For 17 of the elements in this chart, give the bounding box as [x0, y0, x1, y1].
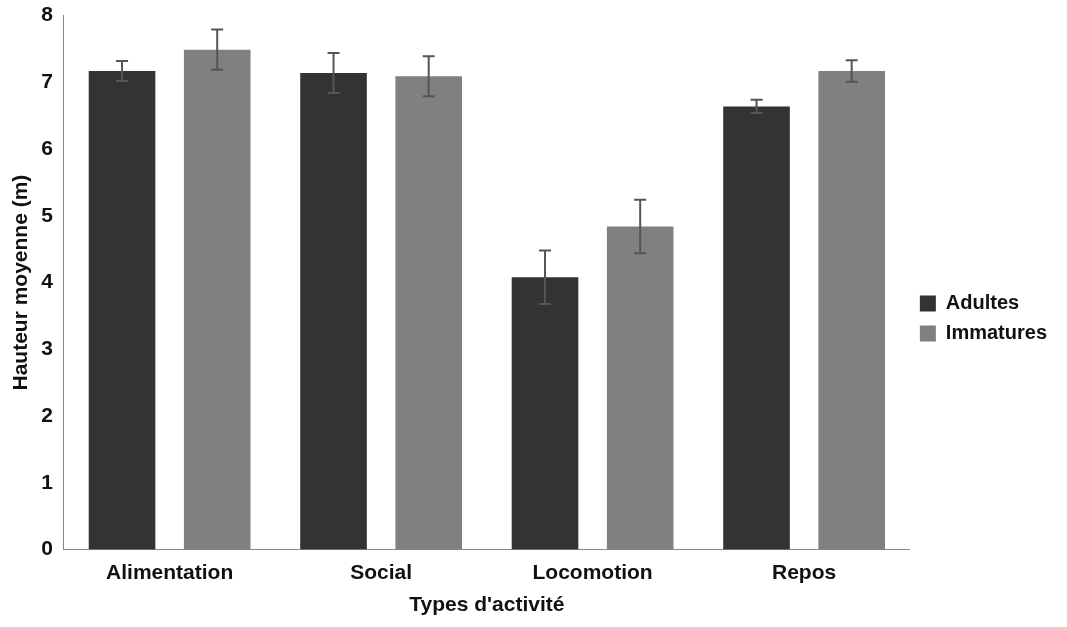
legend-label: Immatures [945, 321, 1047, 344]
x-axis-title: Types d'activité [409, 592, 565, 616]
y-tick-label: 0 [41, 536, 53, 560]
x-tick-label: Repos [772, 560, 837, 583]
x-tick-label: Social [350, 560, 413, 583]
y-axis-title: Hauteur moyenne (m) [8, 174, 32, 391]
y-tick-label: 1 [41, 469, 54, 493]
y-tick-label: 8 [41, 2, 54, 26]
legend-label: Adultes [945, 291, 1020, 314]
x-tick-label: Locomotion [532, 560, 653, 583]
y-tick-label: 4 [41, 269, 54, 293]
y-tick-label: 7 [41, 69, 53, 93]
y-tick-label: 2 [41, 402, 53, 426]
y-tick-label: 6 [41, 135, 53, 159]
y-tick-label: 5 [41, 202, 54, 226]
y-tick-label: 3 [41, 336, 53, 360]
x-tick-label: Alimentation [106, 560, 234, 583]
